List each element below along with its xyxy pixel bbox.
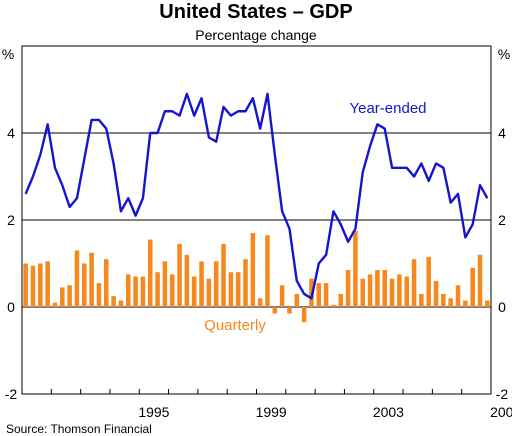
quarterly-bar — [228, 272, 234, 307]
left-unit-label: % — [2, 46, 14, 62]
y-axis-tick-labels: -2 -2 0 0 2 2 4 4 — [5, 125, 509, 402]
quarterly-bar — [235, 272, 241, 307]
y-tick-label-left: 2 — [7, 212, 15, 228]
y-tick-label-left: -2 — [5, 386, 18, 402]
quarterly-bar — [375, 270, 380, 307]
quarterly-bars — [23, 230, 490, 323]
x-tick-label: 1999 — [256, 404, 287, 420]
quarterly-bar — [191, 276, 197, 307]
quarterly-bar — [30, 265, 36, 307]
quarterly-bar — [213, 261, 219, 307]
year-ended-line-group — [24, 92, 489, 300]
quarterly-bar — [411, 259, 417, 307]
quarterly-bar — [74, 250, 80, 307]
right-unit-label: % — [498, 46, 510, 62]
quarterly-bar — [294, 293, 300, 307]
quarterly-bar — [404, 276, 409, 307]
quarterly-bar — [389, 278, 395, 307]
quarterly-bar — [23, 263, 28, 307]
quarterly-bar — [82, 263, 87, 307]
quarterly-bar — [441, 293, 446, 307]
quarterly-bar — [133, 276, 138, 307]
quarterly-bar — [279, 285, 285, 307]
quarterly-bar — [250, 233, 256, 307]
quarterly-bar — [265, 235, 270, 307]
y-tick-label-right: 0 — [498, 299, 506, 315]
quarterly-bar — [477, 254, 483, 307]
quarterly-bar — [463, 300, 468, 307]
quarterly-bar — [118, 300, 124, 307]
quarterly-bar — [419, 293, 424, 307]
quarterly-bar — [177, 243, 182, 307]
x-axis-ticks: 1995 1999 2003 2007 — [50, 389, 512, 420]
x-tick-label: 2007 — [490, 404, 512, 420]
quarterly-bar — [169, 274, 175, 307]
quarterly-bar — [485, 300, 490, 307]
quarterly-bar — [316, 283, 322, 307]
quarterly-bar — [397, 274, 402, 307]
quarterly-bar — [323, 283, 329, 307]
quarterly-bar — [104, 259, 109, 307]
quarterly-bar — [45, 261, 50, 307]
quarterly-bar — [199, 261, 204, 307]
quarterly-bar — [301, 307, 307, 323]
quarterly-bar — [257, 298, 263, 307]
x-tick-label: 1995 — [138, 404, 169, 420]
chart-subtitle: Percentage change — [195, 27, 317, 43]
quarterly-bar — [272, 307, 278, 314]
quarterly-bar — [52, 302, 58, 307]
quarterly-bar — [140, 276, 146, 307]
x-tick-label: 2003 — [373, 404, 404, 420]
quarterly-bar — [89, 252, 94, 307]
quarterly-bar — [206, 278, 212, 307]
y-tick-label-right: 2 — [498, 212, 506, 228]
year-ended-label: Year-ended — [349, 100, 426, 117]
quarterly-bar — [38, 263, 43, 307]
quarterly-bar — [448, 298, 453, 307]
quarterly-bar — [111, 296, 116, 307]
quarterly-bar — [338, 293, 344, 307]
quarterly-bar — [331, 304, 336, 307]
quarterly-bar — [155, 272, 160, 307]
quarterly-label: Quarterly — [204, 317, 266, 334]
quarterly-bar — [221, 243, 226, 307]
quarterly-bar — [426, 256, 431, 307]
quarterly-bar — [353, 230, 358, 307]
quarterly-bar — [67, 285, 72, 307]
quarterly-bar — [287, 307, 292, 314]
quarterly-bar — [60, 287, 65, 307]
year-ended-line — [24, 92, 489, 300]
quarterly-bar — [433, 280, 439, 307]
y-tick-label-right: -2 — [496, 386, 509, 402]
quarterly-bar — [367, 274, 373, 307]
quarterly-bar — [184, 254, 190, 307]
quarterly-bar — [147, 239, 153, 307]
quarterly-bar — [345, 270, 351, 307]
y-tick-label-left: 0 — [7, 299, 15, 315]
quarterly-bar — [125, 274, 131, 307]
quarterly-bar — [96, 283, 102, 307]
quarterly-bar — [243, 259, 248, 307]
quarterly-bar — [162, 261, 168, 307]
y-tick-label-right: 4 — [498, 125, 506, 141]
quarterly-bar — [455, 285, 461, 307]
quarterly-bar — [382, 270, 388, 307]
y-tick-label-left: 4 — [7, 125, 15, 141]
quarterly-bar — [470, 267, 475, 307]
chart-title: United States – GDP — [159, 1, 352, 23]
quarterly-bar — [360, 278, 366, 307]
source-note: Source: Thomson Financial — [6, 422, 152, 436]
